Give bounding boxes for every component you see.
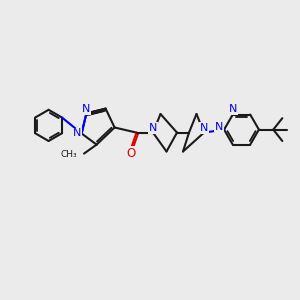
Text: N: N [229,104,237,114]
Text: N: N [200,123,208,133]
Text: CH₃: CH₃ [61,150,77,159]
Text: N: N [149,123,157,133]
Text: N: N [82,104,90,114]
Text: O: O [126,147,135,160]
Text: N: N [214,122,223,132]
Text: N: N [73,128,82,139]
